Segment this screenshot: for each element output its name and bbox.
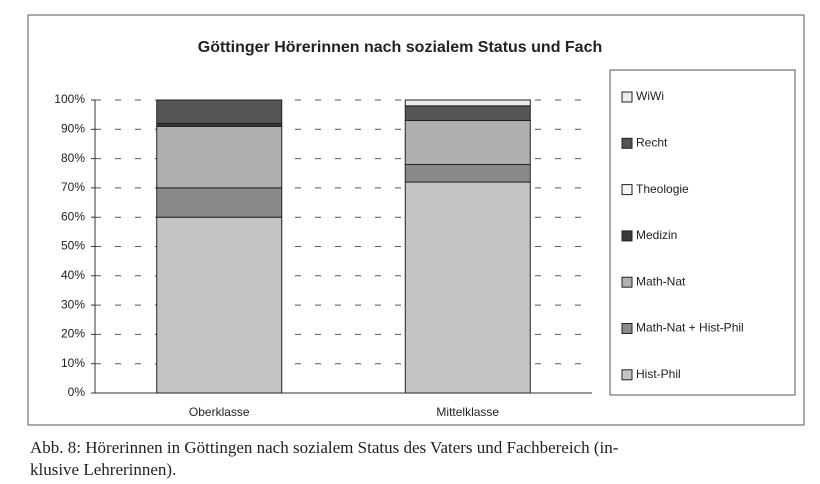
x-tick-label: Mittelklasse	[436, 405, 499, 419]
legend-swatch	[621, 323, 633, 334]
y-tick-label: 80%	[61, 151, 85, 165]
legend-label: Recht	[636, 135, 668, 149]
bar-segment	[404, 105, 531, 122]
legend-label: Math-Nat + Hist-Phil	[636, 321, 744, 335]
caption: klusive Lehrerinnen).	[30, 460, 176, 479]
legend-box	[609, 69, 796, 396]
legend-swatch	[621, 184, 633, 196]
legend-label: Medizin	[636, 228, 677, 242]
bar-segment	[404, 163, 531, 183]
legend-swatch	[621, 276, 633, 288]
y-tick-label: 30%	[61, 297, 85, 311]
bar-segment	[156, 216, 283, 394]
bar-segment	[404, 99, 531, 107]
legend-swatch	[621, 137, 633, 149]
legend-swatch	[621, 91, 633, 103]
y-tick-label: 90%	[61, 121, 85, 135]
chart-title: Göttinger Hörerinnen nach sozialem Statu…	[198, 39, 603, 56]
y-tick-label: 20%	[61, 327, 85, 341]
y-tick-label: 50%	[61, 239, 85, 253]
y-tick-label: 0%	[68, 385, 86, 399]
bar-segment	[156, 125, 283, 189]
y-tick-label: 70%	[61, 180, 85, 194]
legend-label: Hist-Phil	[636, 367, 681, 381]
legend-label: WiWi	[636, 89, 664, 103]
caption: Abb. 8: Hörerinnen in Göttingen nach soz…	[30, 438, 619, 457]
y-tick-label: 10%	[61, 356, 85, 370]
bar-segment	[404, 181, 531, 394]
y-tick-label: 60%	[61, 209, 85, 223]
legend-label: Theologie	[636, 182, 689, 196]
legend-swatch	[621, 369, 633, 381]
bar-segment	[404, 120, 531, 165]
legend-label: Math-Nat	[636, 274, 686, 288]
bar-segment	[156, 187, 283, 218]
bar-segment	[156, 99, 283, 124]
legend-swatch	[621, 230, 633, 242]
y-tick-label: 40%	[61, 268, 85, 282]
y-tick-label: 100%	[54, 92, 85, 106]
x-tick-label: Oberklasse	[189, 405, 250, 419]
